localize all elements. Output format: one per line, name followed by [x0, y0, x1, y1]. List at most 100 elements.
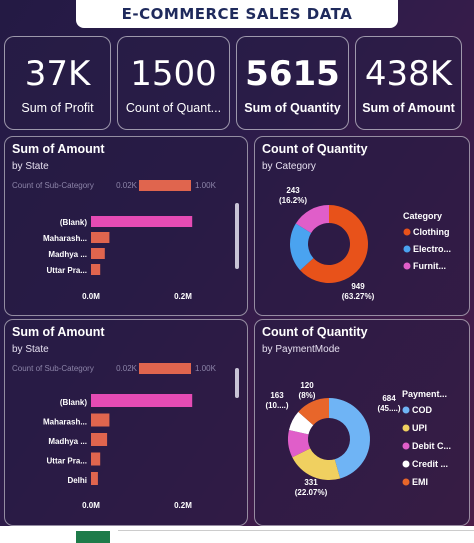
- bar: [91, 472, 98, 485]
- legend-item-label: Credit ...: [412, 459, 448, 469]
- legend-item-label: Clothing: [413, 227, 450, 237]
- kpi-value: 438K: [364, 54, 453, 94]
- legend-title: Count of Sub-Category: [12, 364, 94, 373]
- data-label-percent: (22.07%): [295, 488, 328, 497]
- legend-max: 1.00K: [195, 181, 217, 190]
- donut-slice: [300, 205, 368, 283]
- data-label-value: 120: [300, 381, 314, 390]
- kpi-value: 37K: [24, 54, 91, 94]
- chart-subtitle: by State: [12, 344, 49, 355]
- kpi-label: Count of Quant...: [125, 101, 222, 115]
- data-label-percent: (45....): [377, 404, 400, 413]
- chart-quantity-by-category[interactable]: Count of Quantity by Category Category Cl…: [254, 136, 470, 316]
- legend-max: 1.00K: [195, 364, 217, 373]
- chart-amount-by-state-1[interactable]: Sum of Amount by State Count of Sub-Cate…: [4, 136, 248, 316]
- legend-gradient-swatch: [139, 363, 191, 374]
- x-tick-label: 0.0M: [82, 292, 100, 301]
- legend-marker: [403, 228, 411, 236]
- legend-marker: [402, 442, 410, 450]
- bar-category-label: Madhya ...: [48, 437, 87, 446]
- chart-subtitle: by PaymentMode: [262, 344, 340, 355]
- legend-min: 0.02K: [116, 364, 138, 373]
- bar-chart-amount-by-state-2: Count of Sub-Category 0.02K 1.00K (Blank) Ma…: [12, 363, 239, 510]
- scrollbar-thumb: [235, 368, 239, 398]
- active-sheet-tab[interactable]: [76, 531, 110, 543]
- chart-title: Count of Quantity: [262, 142, 368, 156]
- data-label-value: 331: [304, 478, 318, 487]
- chart-amount-by-state-2[interactable]: Sum of Amount by State Count of Sub-Cate…: [4, 319, 248, 526]
- x-tick-label: 0.2M: [174, 501, 192, 510]
- kpi-card-count-quantity[interactable]: 1500 Count of Quant...: [117, 36, 230, 130]
- legend-marker: [403, 245, 411, 253]
- donut-slice: [289, 411, 314, 435]
- bar-category-label: Madhya ...: [48, 250, 87, 259]
- donut-slice: [298, 398, 329, 426]
- bar: [91, 248, 105, 259]
- data-label-value: 949: [351, 282, 365, 291]
- legend-marker: [402, 460, 410, 468]
- legend-title: Count of Sub-Category: [12, 181, 94, 190]
- legend-gradient-swatch: [139, 180, 191, 191]
- legend-marker: [403, 262, 411, 270]
- bar-category-label: Uttar Pra...: [47, 457, 87, 466]
- chart-subtitle: by Category: [262, 161, 316, 172]
- dashboard-title: E-COMMERCE SALES DATA: [121, 5, 353, 23]
- x-tick-label: 0.0M: [82, 501, 100, 510]
- data-label-value: 684: [382, 394, 396, 403]
- kpi-value: 1500: [130, 54, 217, 94]
- data-label-percent: (10....): [265, 401, 288, 410]
- bar-category-label: Maharash...: [43, 234, 87, 243]
- kpi-label: Sum of Profit: [21, 101, 94, 115]
- donut-chart-quantity-by-category: Category Clothing Electro... Furnit... 949(6…: [279, 186, 451, 301]
- donut-slice: [288, 429, 311, 458]
- bar-chart-amount-by-state-1: Count of Sub-Category 0.02K 1.00K (Blank) Ma…: [12, 180, 239, 301]
- legend-item-label: Furnit...: [413, 261, 446, 271]
- bar: [91, 394, 193, 407]
- tab-bar-divider: [118, 530, 474, 531]
- data-label-percent: (8%): [299, 391, 316, 400]
- bar-category-label: (Blank): [60, 398, 87, 407]
- legend-marker: [402, 424, 410, 432]
- bar: [91, 216, 193, 227]
- chart-title: Sum of Amount: [12, 325, 105, 339]
- legend-item-label: Debit C...: [412, 441, 451, 451]
- bar: [91, 232, 110, 243]
- legend-item-label: Electro...: [413, 244, 451, 254]
- legend-item-label: EMI: [412, 477, 428, 487]
- data-label-percent: (63.27%): [342, 292, 375, 301]
- data-label-percent: (16.2%): [279, 196, 307, 205]
- scrollbar-thumb: [235, 203, 239, 269]
- bar-category-label: Uttar Pra...: [47, 266, 87, 275]
- chart-quantity-by-payment-mode[interactable]: Count of Quantity by PaymentMode Payment…: [254, 319, 470, 526]
- donut-slice: [290, 223, 314, 271]
- sheet-tab-bar: [0, 526, 474, 543]
- legend-item-label: UPI: [412, 423, 427, 433]
- legend-marker: [402, 406, 410, 414]
- donut-slice: [292, 448, 341, 480]
- bar-category-label: Delhi: [67, 476, 87, 485]
- legend-min: 0.02K: [116, 181, 138, 190]
- legend-marker: [402, 478, 410, 486]
- legend-item-label: COD: [412, 405, 433, 415]
- x-tick-label: 0.2M: [174, 292, 192, 301]
- kpi-card-profit[interactable]: 37K Sum of Profit: [4, 36, 111, 130]
- bar: [91, 264, 101, 275]
- chart-subtitle: by State: [12, 161, 49, 172]
- kpi-label: Sum of Amount: [362, 101, 455, 115]
- data-label-value: 243: [286, 186, 300, 195]
- data-label-value: 163: [270, 391, 284, 400]
- dashboard-title-bar: E-COMMERCE SALES DATA: [76, 0, 398, 28]
- kpi-label: Sum of Quantity: [244, 101, 341, 115]
- bar: [91, 413, 110, 427]
- donut-slice: [295, 205, 329, 233]
- kpi-card-sum-amount[interactable]: 438K Sum of Amount: [355, 36, 462, 130]
- chart-title: Sum of Amount: [12, 142, 105, 156]
- donut-chart-quantity-by-payment-mode: Payment... COD UPI Debit C... Credit ... EMI 6…: [265, 381, 451, 497]
- bar-category-label: (Blank): [60, 218, 87, 227]
- legend-title: Payment...: [402, 389, 447, 399]
- donut-slice: [329, 398, 370, 479]
- legend-title: Category: [403, 211, 442, 221]
- kpi-card-sum-quantity[interactable]: 5615 Sum of Quantity: [236, 36, 349, 130]
- chart-title: Count of Quantity: [262, 325, 368, 339]
- bar: [91, 433, 108, 446]
